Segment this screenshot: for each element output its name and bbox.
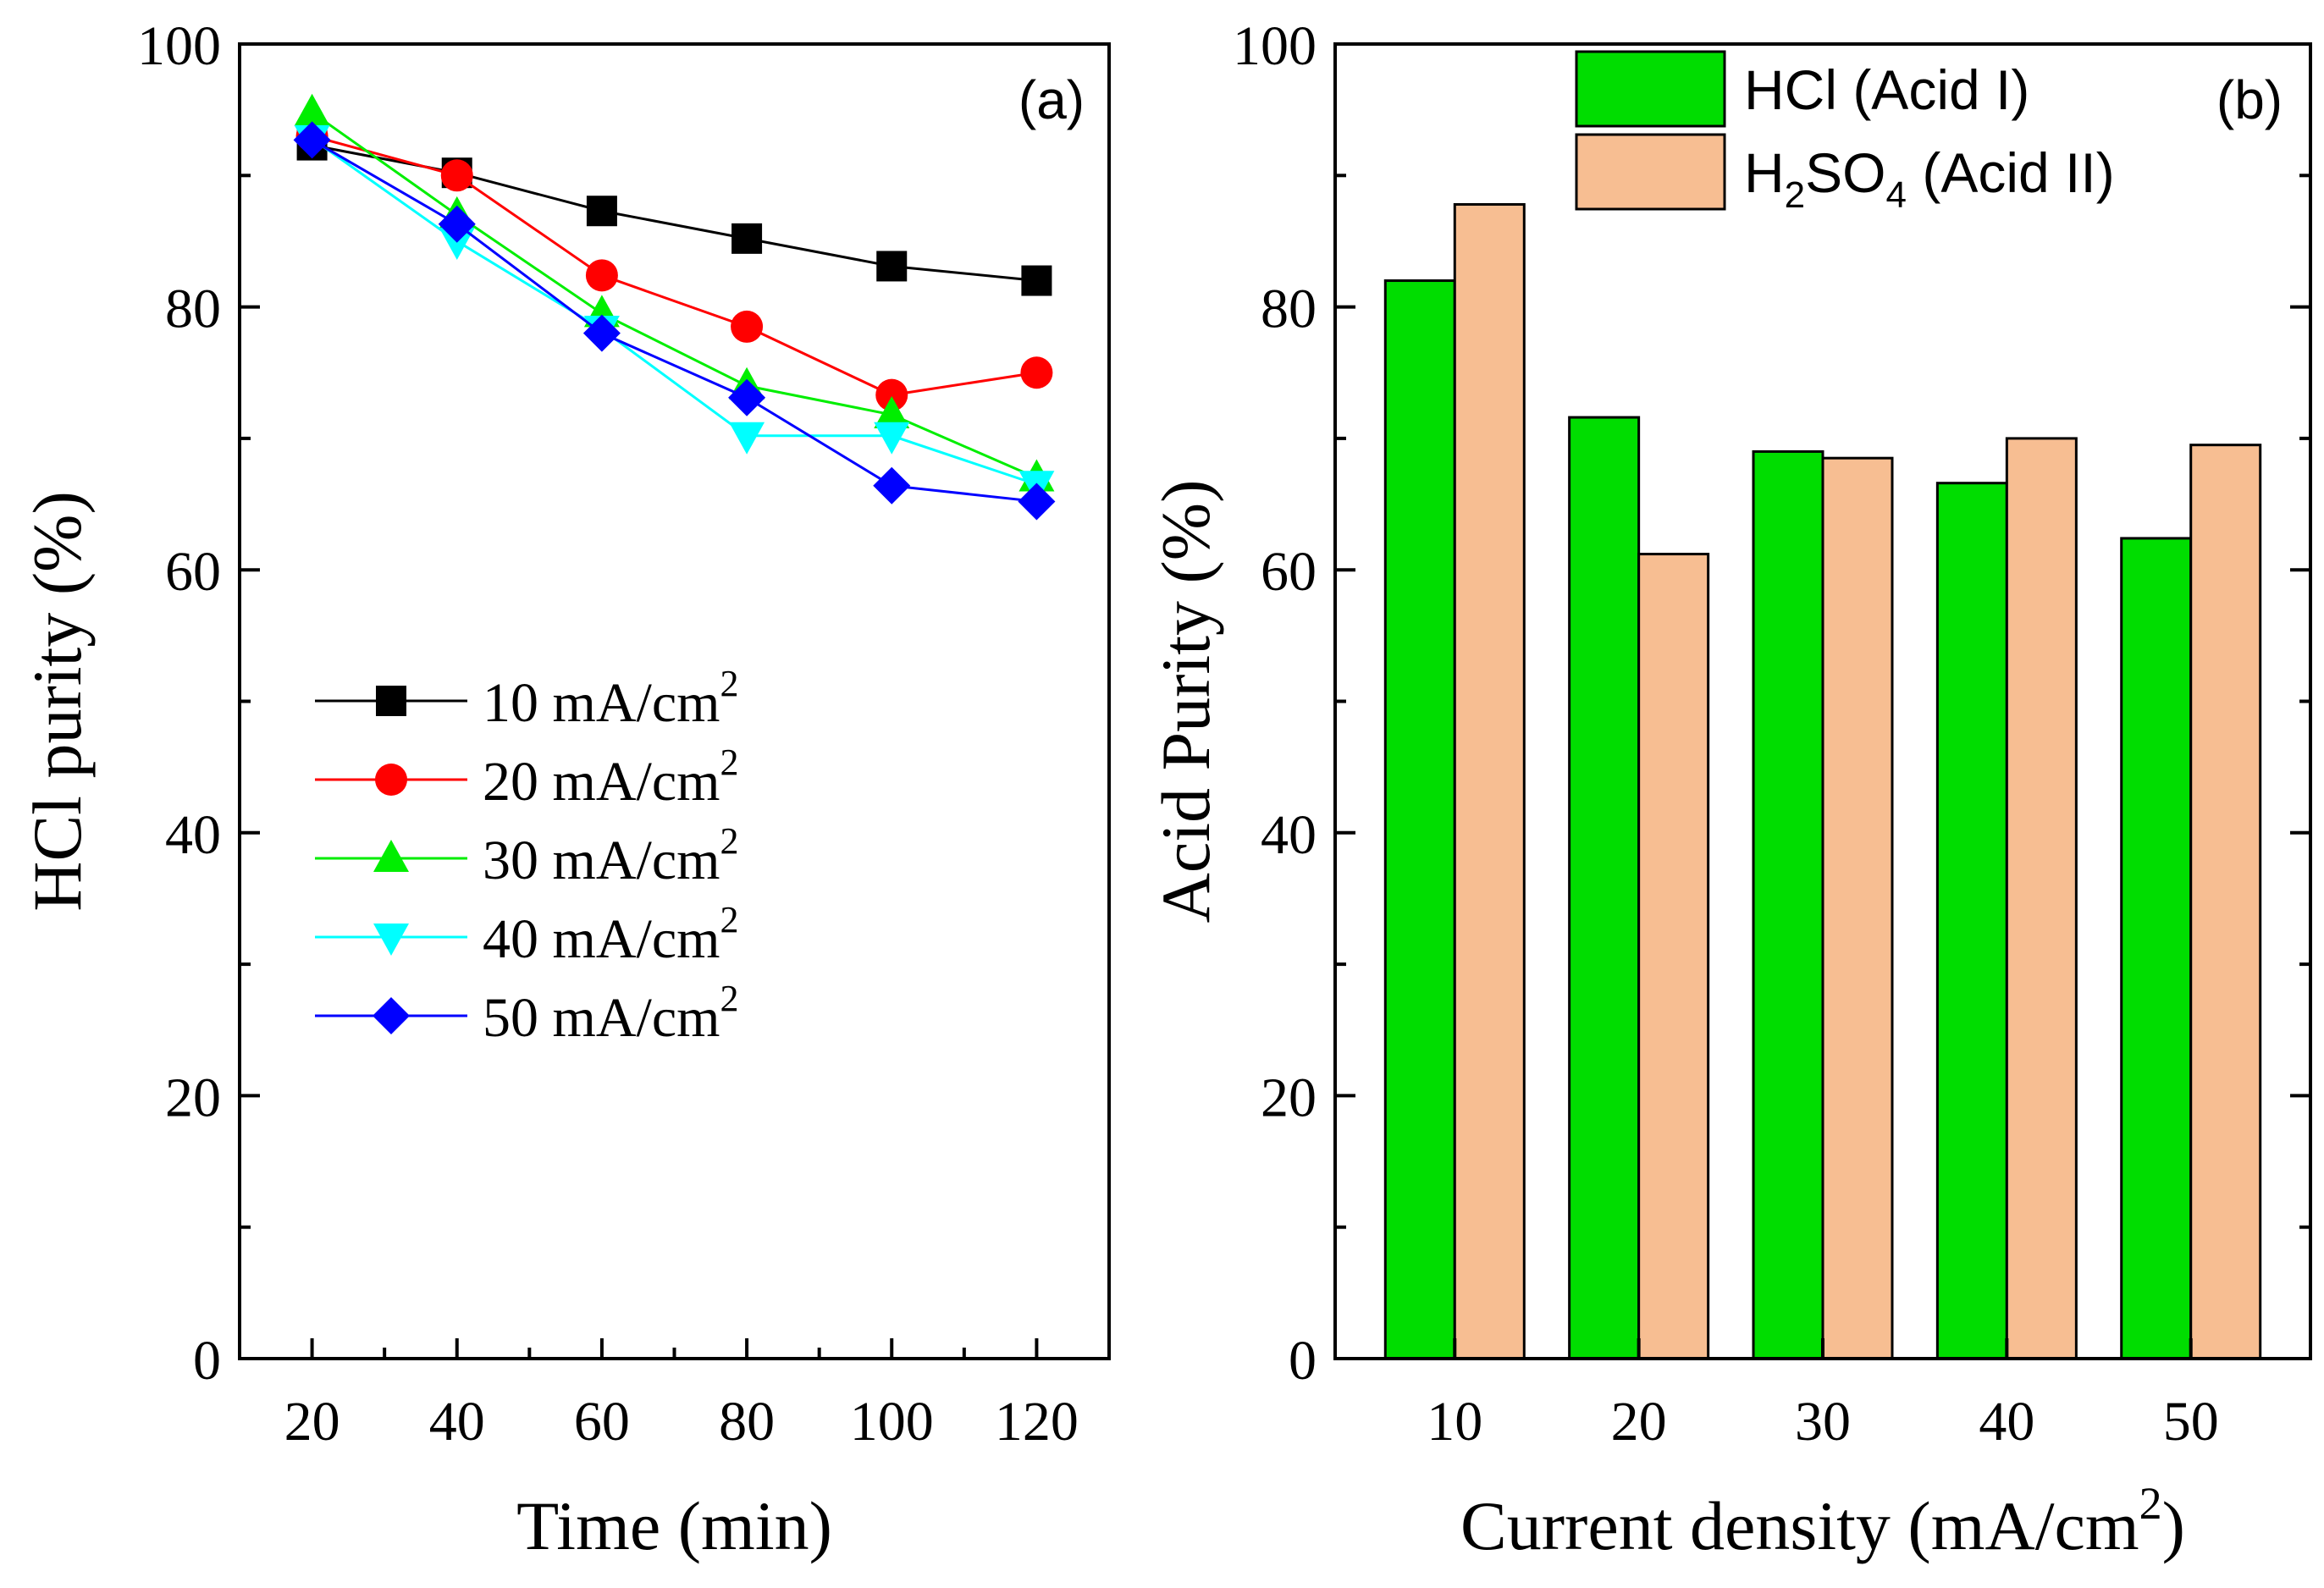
series-0 bbox=[296, 130, 1052, 296]
data-point bbox=[586, 196, 617, 227]
series-1 bbox=[295, 119, 1053, 411]
y-tick-label: 60 bbox=[165, 541, 221, 603]
panel-b-bar-chart: 10 20 30 40 50 0 20 40 60 80 100 Current density (m… bbox=[1147, 15, 2312, 1564]
panel-a-line-chart: 0 20 40 60 80 100 20 40 60 80 100 120 Time (min) HCl … bbox=[19, 15, 1111, 1564]
bar bbox=[1935, 482, 2008, 1360]
y-tick-label: 20 bbox=[165, 1067, 221, 1128]
y-tick-label: 60 bbox=[1261, 541, 1317, 603]
legend-swatch bbox=[1575, 50, 1726, 128]
series-4 bbox=[293, 121, 1056, 521]
bar bbox=[1568, 416, 1641, 1360]
y-axis-label: HCl purity (%) bbox=[19, 491, 96, 911]
legend-marker bbox=[376, 686, 406, 716]
bar bbox=[1453, 202, 1526, 1360]
bar bbox=[2120, 537, 2193, 1360]
legend-label: 30 mA/cm2 bbox=[483, 820, 738, 891]
x-tick-label: 30 bbox=[1795, 1391, 1851, 1453]
data-point bbox=[293, 121, 331, 159]
legend-label: HCl (Acid I) bbox=[1744, 58, 2029, 121]
x-tick-label: 120 bbox=[995, 1391, 1079, 1453]
data-point bbox=[585, 259, 618, 292]
legend-b: HCl (Acid I) H2SO4 (Acid II) bbox=[1575, 50, 2115, 216]
data-point bbox=[728, 378, 766, 416]
data-point bbox=[875, 378, 908, 411]
legend-label: 10 mA/cm2 bbox=[483, 663, 738, 734]
legend-swatch bbox=[1575, 133, 1726, 211]
data-point bbox=[876, 251, 908, 282]
bar bbox=[1637, 553, 1710, 1360]
bar bbox=[2005, 437, 2078, 1360]
panel-label-b: (b) bbox=[2216, 69, 2283, 130]
x-tick-label: 50 bbox=[2163, 1391, 2219, 1453]
legend-label: 20 mA/cm2 bbox=[483, 742, 738, 813]
series-line bbox=[312, 135, 1037, 397]
data-point bbox=[729, 422, 765, 455]
data-point bbox=[874, 422, 910, 455]
data-point bbox=[1018, 482, 1056, 521]
y-tick-label: 40 bbox=[165, 804, 221, 866]
bar bbox=[2189, 444, 2262, 1360]
bar bbox=[1383, 279, 1456, 1360]
data-point bbox=[1020, 356, 1053, 389]
y-tick-label: 100 bbox=[137, 15, 221, 77]
data-point bbox=[438, 205, 476, 243]
x-tick-label: 20 bbox=[1611, 1391, 1667, 1453]
y-tick-label: 100 bbox=[1233, 15, 1317, 77]
legend-marker bbox=[375, 764, 407, 796]
data-point bbox=[731, 310, 764, 343]
data-point bbox=[582, 314, 621, 352]
y-tick-label: 20 bbox=[1261, 1067, 1317, 1128]
bar bbox=[1752, 449, 1824, 1360]
series-line bbox=[311, 111, 1038, 479]
y-tick-label: 0 bbox=[193, 1330, 221, 1392]
legend-marker bbox=[373, 997, 410, 1034]
x-tick-label: 100 bbox=[850, 1391, 934, 1453]
y-tick-label: 80 bbox=[165, 278, 221, 340]
x-tick-label: 80 bbox=[719, 1391, 775, 1453]
x-tick-label: 10 bbox=[1427, 1391, 1482, 1453]
x-tick-label: 40 bbox=[429, 1391, 485, 1453]
legend-label: 40 mA/cm2 bbox=[483, 899, 738, 970]
series-2 bbox=[294, 93, 1055, 492]
panel-label-a: (a) bbox=[1018, 69, 1085, 130]
x-axis-label: Current density (mA/cm2) bbox=[1460, 1478, 2185, 1564]
y-tick-label: 0 bbox=[1289, 1330, 1317, 1392]
x-tick-label: 60 bbox=[574, 1391, 630, 1453]
data-point bbox=[873, 466, 911, 505]
data-point bbox=[1021, 265, 1052, 296]
data-point bbox=[294, 93, 330, 126]
x-tick-label: 40 bbox=[1979, 1391, 2034, 1453]
legend-label: H2SO4 (Acid II) bbox=[1744, 141, 2115, 216]
legend-marker bbox=[373, 924, 409, 956]
legend-marker bbox=[373, 840, 409, 872]
legend-label: 50 mA/cm2 bbox=[483, 978, 738, 1049]
data-point bbox=[731, 223, 763, 254]
series-line bbox=[311, 137, 1037, 486]
bar bbox=[1821, 456, 1894, 1360]
y-tick-label: 40 bbox=[1261, 804, 1317, 866]
series-line bbox=[311, 139, 1037, 503]
y-axis-label: Acid Purity (%) bbox=[1147, 480, 1224, 924]
data-point bbox=[874, 395, 910, 428]
data-point bbox=[439, 227, 475, 260]
y-tick-label: 80 bbox=[1261, 278, 1317, 340]
data-point bbox=[440, 159, 473, 192]
x-tick-label: 20 bbox=[284, 1391, 340, 1453]
x-axis-label: Time (min) bbox=[516, 1487, 832, 1564]
